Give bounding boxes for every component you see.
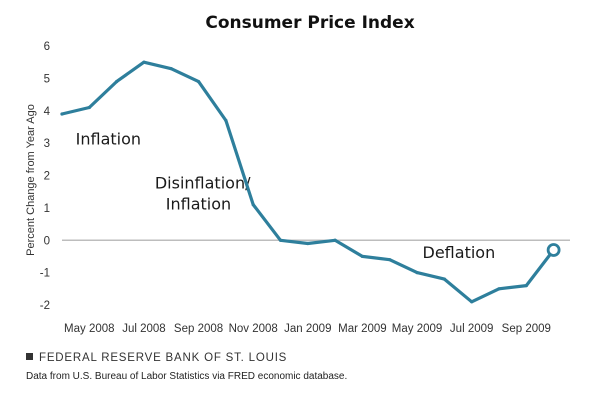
y-tick-label: 4 bbox=[44, 106, 51, 118]
y-axis-label: Percent Change from Year Ago bbox=[25, 104, 37, 256]
source-label: FEDERAL RESERVE BANK OF ST. LOUIS bbox=[39, 352, 288, 364]
y-tick-label: 2 bbox=[44, 171, 50, 183]
y-tick-label: 5 bbox=[44, 73, 50, 85]
footer-source: FEDERAL RESERVE BANK OF ST. LOUIS bbox=[26, 352, 287, 364]
data-point bbox=[442, 277, 446, 281]
data-point bbox=[278, 238, 283, 242]
data-point bbox=[470, 300, 474, 304]
x-tick-label: May 2009 bbox=[392, 323, 443, 335]
data-point bbox=[524, 283, 528, 288]
y-tick-label: -2 bbox=[40, 300, 50, 312]
footer-note: Data from U.S. Bureau of Labor Statistic… bbox=[26, 371, 348, 382]
data-point bbox=[388, 258, 392, 262]
data-point bbox=[60, 112, 64, 116]
x-axis-ticks: May 2008 Jul 2008 Sep 2008 Nov 2008 Jan 2009… bbox=[64, 323, 551, 335]
y-tick-label: 3 bbox=[44, 138, 50, 150]
data-point bbox=[415, 271, 419, 275]
x-tick-label: Jul 2009 bbox=[450, 323, 493, 335]
x-tick-label: Nov 2008 bbox=[229, 323, 278, 335]
data-point bbox=[333, 238, 337, 242]
x-tick-label: Jan 2009 bbox=[284, 323, 331, 335]
chart-title: Consumer Price Index bbox=[205, 13, 414, 33]
annotations: Inflation Disinflation/Inflation Deflation bbox=[76, 130, 496, 262]
data-point bbox=[224, 118, 228, 123]
data-point bbox=[142, 60, 146, 64]
data-point bbox=[169, 67, 173, 71]
y-axis-ticks: 6 5 4 3 2 1 0 -1 -2 bbox=[40, 41, 51, 312]
annotation-label: Inflation bbox=[76, 130, 141, 149]
data-point bbox=[251, 203, 255, 207]
x-tick-label: May 2008 bbox=[64, 323, 115, 335]
square-bullet-icon bbox=[26, 353, 33, 360]
x-tick-label: Sep 2009 bbox=[502, 323, 551, 335]
y-tick-label: 1 bbox=[44, 203, 50, 215]
x-tick-label: Jul 2008 bbox=[122, 323, 165, 335]
y-tick-label: 0 bbox=[44, 235, 50, 247]
data-point bbox=[360, 254, 365, 259]
data-point bbox=[115, 80, 119, 84]
annotation-label: Deflation bbox=[423, 243, 496, 262]
y-tick-label: -1 bbox=[40, 268, 50, 280]
data-point bbox=[196, 80, 201, 84]
series-end-marker bbox=[546, 243, 561, 257]
data-point bbox=[87, 105, 91, 110]
data-points bbox=[60, 60, 556, 304]
annotation-label: Inflation bbox=[166, 194, 231, 213]
annotation-label: Disinflation/ bbox=[155, 173, 251, 192]
y-tick-label: 6 bbox=[44, 41, 50, 53]
data-point bbox=[306, 241, 310, 246]
data-point bbox=[497, 287, 501, 291]
x-tick-label: Mar 2009 bbox=[338, 323, 387, 335]
cpi-series-line bbox=[60, 60, 556, 304]
x-tick-label: Sep 2008 bbox=[174, 323, 223, 335]
